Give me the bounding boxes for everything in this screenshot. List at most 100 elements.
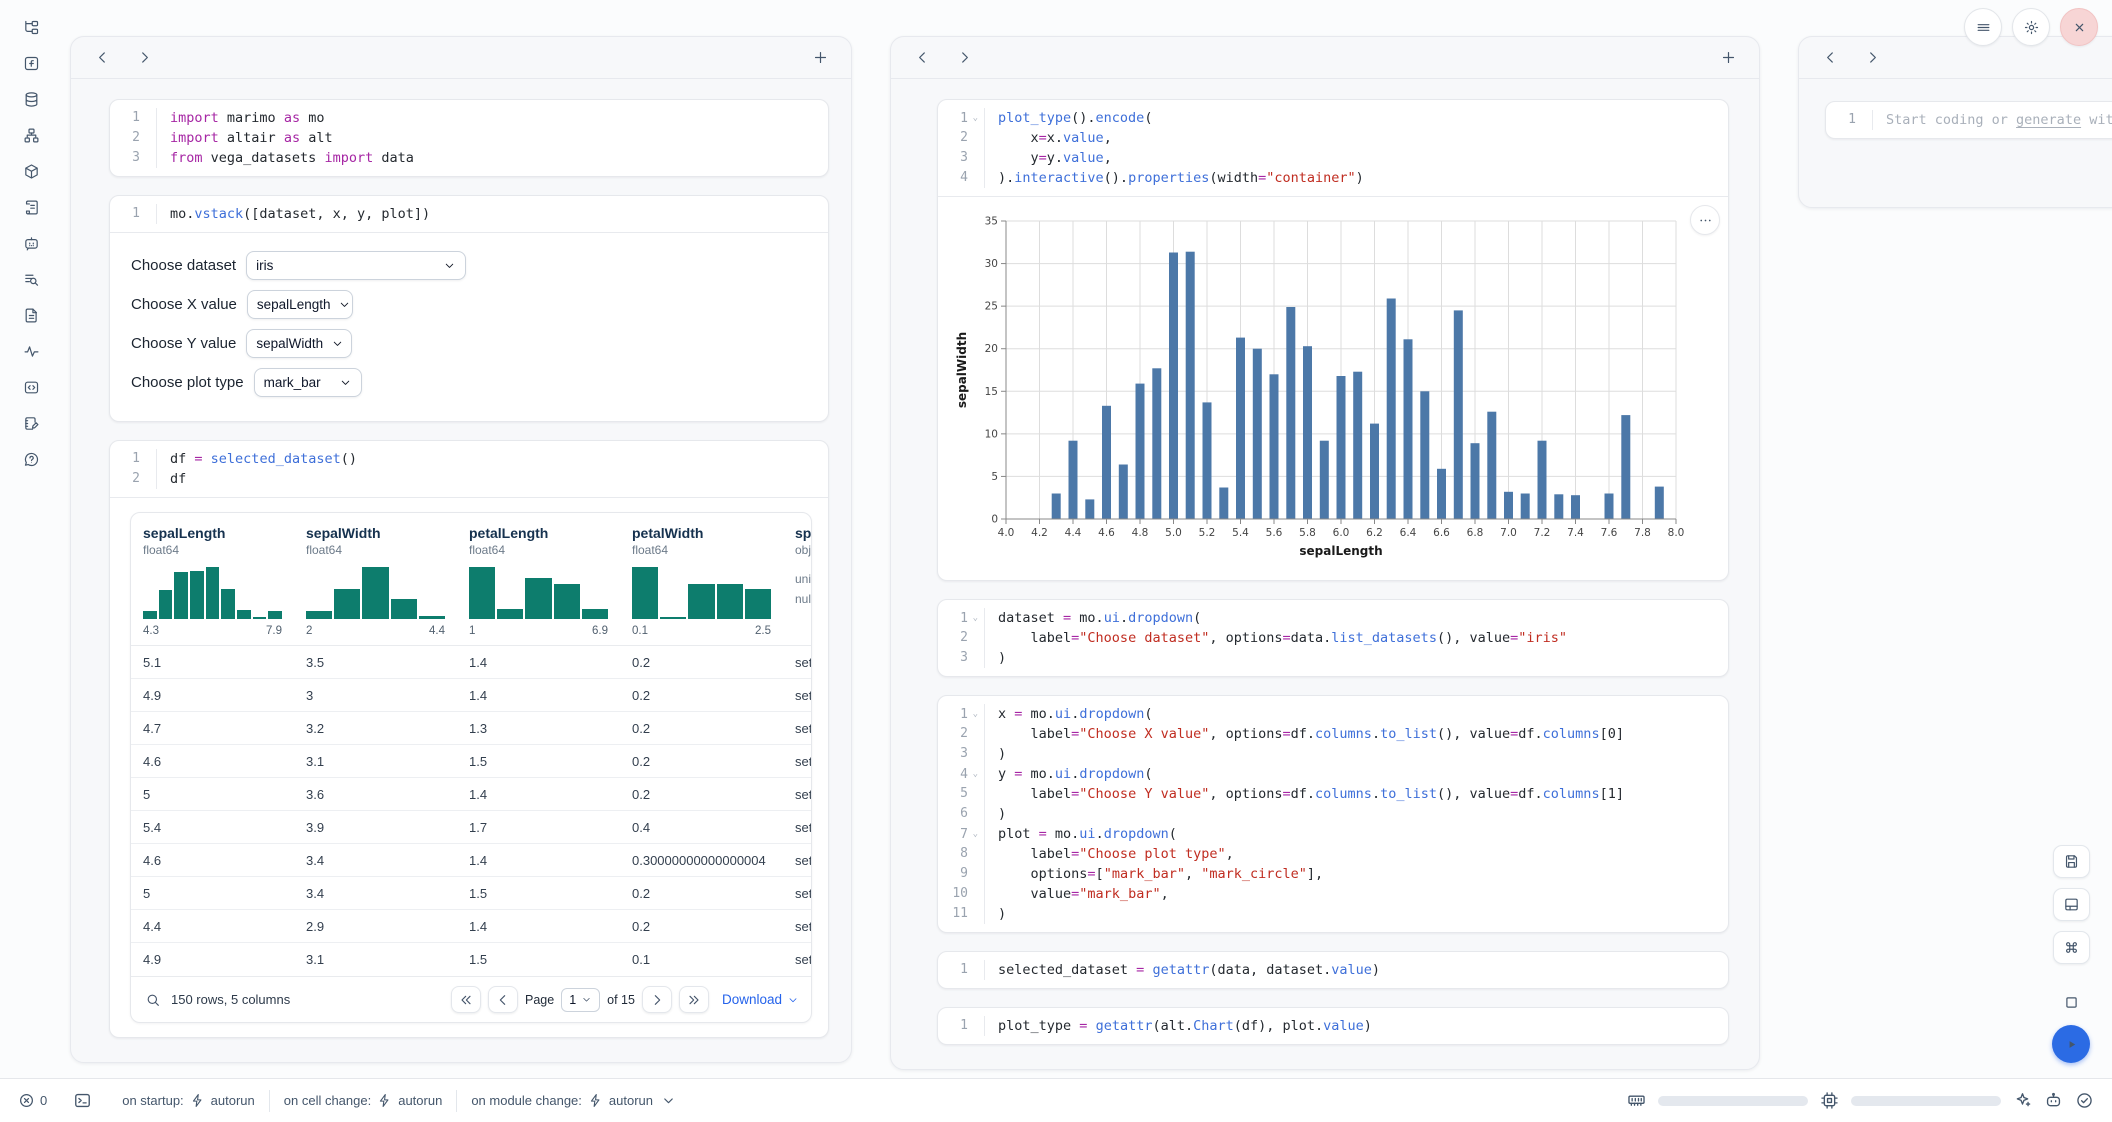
dropdown-row: Choose datasetiris [131, 251, 808, 280]
run-button[interactable] [2052, 1025, 2090, 1063]
column-prev-button[interactable] [1817, 45, 1843, 71]
y-value-label: Choose Y value [131, 335, 236, 352]
code-cell-plot-type: 1plot_type = getattr(alt.Chart(df), plot… [937, 1007, 1729, 1045]
code-editor-chart[interactable]: 1⌄234plot_type().encode( x=x.value, y=y.… [938, 100, 1728, 196]
add-cell-button[interactable] [807, 45, 833, 71]
terminal-button[interactable] [73, 1091, 92, 1110]
column-next-button[interactable] [131, 45, 157, 71]
svg-text:sepalWidth: sepalWidth [955, 332, 969, 408]
plus-icon [1720, 49, 1737, 66]
ai-assistant-icon[interactable] [2044, 1091, 2063, 1110]
notebook-menu-button[interactable] [1964, 8, 2002, 46]
sidebar-item-package[interactable] [16, 158, 46, 185]
gear-icon [2023, 19, 2040, 36]
code-block-icon [23, 379, 40, 396]
error-count-badge[interactable]: 0 [18, 1092, 47, 1109]
add-cell-button[interactable] [1715, 45, 1741, 71]
activity-icon [23, 343, 40, 360]
shutdown-button[interactable] [2060, 8, 2098, 46]
sidebar-item-code-block[interactable] [16, 374, 46, 401]
first-page-button[interactable] [451, 986, 481, 1013]
column-next-button[interactable] [1859, 45, 1885, 71]
divider [269, 1090, 270, 1112]
table-cell: 0.2 [620, 886, 783, 901]
table-cell: 3.1 [294, 754, 457, 769]
svg-text:5.4: 5.4 [1232, 527, 1249, 539]
empty-code-cell: 1Start coding or generate with AI [1825, 101, 2112, 139]
table-cell: setosa [783, 853, 811, 868]
plus-icon [812, 49, 829, 66]
dataset-select[interactable]: iris [246, 251, 466, 280]
page-select[interactable]: 1 [561, 988, 600, 1012]
stop-button[interactable] [2054, 986, 2088, 1018]
table-column-header[interactable]: petalWidthfloat640.12.5 [620, 525, 783, 637]
prev-page-button[interactable] [488, 986, 518, 1013]
database-icon [23, 91, 40, 108]
svg-text:15: 15 [985, 386, 998, 398]
chevrons-right-icon [686, 992, 702, 1008]
column-stats: unique:nulls: [795, 569, 811, 609]
error-count: 0 [40, 1093, 47, 1108]
sidebar-item-bot-message[interactable] [16, 230, 46, 257]
table-row: 4.63.11.50.2setosa [131, 745, 811, 778]
code-editor-xy-plot-dropdowns[interactable]: 1⌄234⌄567⌄891011x = mo.ui.dropdown( labe… [938, 696, 1728, 932]
sidebar-item-workflow[interactable] [16, 122, 46, 149]
sidebar-item-notebook-pen[interactable] [16, 410, 46, 437]
settings-button[interactable] [2012, 8, 2050, 46]
sidebar-item-database[interactable] [16, 86, 46, 113]
code-editor-dataframe[interactable]: 12df = selected_dataset()df [110, 441, 828, 497]
sidebar-item-file-text[interactable] [16, 302, 46, 329]
y-value-select[interactable]: sepalWidth [246, 329, 352, 358]
sidebar-item-file-tree[interactable] [16, 14, 46, 41]
sidebar-item-scroll-text[interactable] [16, 194, 46, 221]
table-column-header[interactable]: sepalLengthfloat644.37.9 [131, 525, 294, 637]
table-column-header[interactable]: speciesobjectunique:nulls: [783, 525, 811, 637]
dataframe-scroll-area[interactable]: sepalLengthfloat644.37.9sepalWidthfloat6… [131, 513, 811, 976]
empty-code-editor[interactable]: 1Start coding or generate with AI [1826, 102, 2112, 138]
plot-type-select[interactable]: mark_bar [254, 368, 362, 397]
last-page-button[interactable] [679, 986, 709, 1013]
code-editor-dataset-dropdown[interactable]: 1⌄23dataset = mo.ui.dropdown( label="Cho… [938, 600, 1728, 676]
download-button[interactable]: Download [722, 992, 799, 1007]
code-editor-selected-dataset[interactable]: 1selected_dataset = getattr(data, datase… [938, 952, 1728, 988]
table-cell: 1.4 [457, 787, 620, 802]
table-column-header[interactable]: sepalWidthfloat6424.4 [294, 525, 457, 637]
column-next-button[interactable] [951, 45, 977, 71]
ai-sparkles-icon[interactable] [2013, 1091, 2032, 1110]
command-palette-button[interactable] [2053, 931, 2090, 964]
line-number: 3 [938, 148, 978, 168]
table-cell: 3.5 [294, 655, 457, 670]
plot-type-label: Choose plot type [131, 374, 244, 391]
code-cell-dataframe: 12df = selected_dataset()df sepalLengthf… [109, 440, 829, 1038]
search-icon[interactable] [145, 992, 161, 1008]
scroll-text-icon [23, 199, 40, 216]
line-number: 1 [110, 108, 150, 128]
line-number-gutter: 1 [110, 204, 156, 224]
connection-status-icon[interactable] [2075, 1091, 2094, 1110]
table-column-header[interactable]: petalLengthfloat6416.9 [457, 525, 620, 637]
sidebar-item-activity[interactable] [16, 338, 46, 365]
bar-chart[interactable]: 4.04.24.44.64.85.05.25.45.65.86.06.26.46… [954, 211, 1694, 563]
sidebar-item-list-search[interactable] [16, 266, 46, 293]
layout-button[interactable] [2053, 888, 2090, 921]
svg-text:4.4: 4.4 [1065, 527, 1082, 539]
column-prev-button[interactable] [89, 45, 115, 71]
dataframe-viewer: sepalLengthfloat644.37.9sepalWidthfloat6… [130, 512, 812, 1023]
code-cell-imports: 123import marimo as moimport altair as a… [109, 99, 829, 177]
runtime-config-1[interactable]: on cell change:autorun [284, 1093, 443, 1108]
save-button[interactable] [2053, 845, 2090, 878]
code-editor-imports[interactable]: 123import marimo as moimport altair as a… [110, 100, 828, 176]
code-editor-plot-type[interactable]: 1plot_type = getattr(alt.Chart(df), plot… [938, 1008, 1728, 1044]
runtime-config-2[interactable]: on module change:autorun [471, 1093, 676, 1108]
x-value-select[interactable]: sepalLength [247, 290, 353, 319]
zap-icon [190, 1093, 205, 1108]
sidebar-item-function-square[interactable] [16, 50, 46, 77]
sidebar-item-help-circle[interactable] [16, 446, 46, 473]
chevron-down-icon [787, 994, 799, 1006]
next-page-button[interactable] [642, 986, 672, 1013]
code-editor-vstack[interactable]: 1mo.vstack([dataset, x, y, plot]) [110, 196, 828, 232]
table-cell: 3 [294, 688, 457, 703]
column-prev-button[interactable] [909, 45, 935, 71]
runtime-config-0[interactable]: on startup:autorun [122, 1093, 255, 1108]
chart-menu-button[interactable] [1690, 205, 1720, 235]
